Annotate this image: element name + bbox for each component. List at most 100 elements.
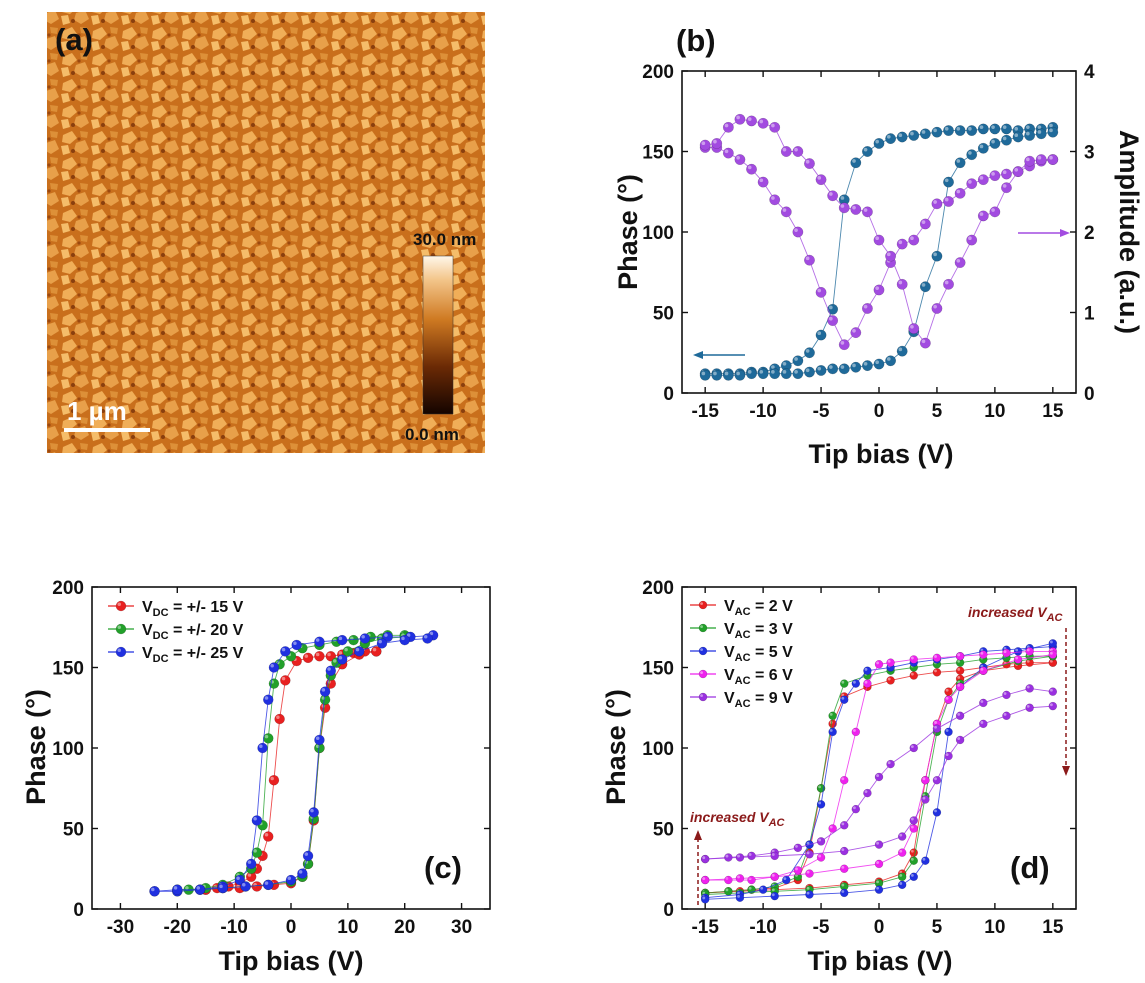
series-2-point-shine [899,882,903,885]
amplitude-point [769,121,781,133]
series-2-point [735,893,745,902]
series-2-point [263,879,274,891]
series-2-point-shine [281,647,286,652]
series-3-point [1002,648,1011,658]
legend-marker-4 [698,692,708,702]
legend-label-0: VDC = +/- 15 V [142,599,244,619]
series-3-point-shine [980,651,984,655]
series-2-point [782,875,791,885]
y-tick-label: 50 [653,820,674,841]
series-2-point [245,858,257,870]
series-2-point-shine [196,886,201,890]
phase-point-shine [736,371,740,376]
phase-point-shine [968,151,972,155]
phase-point-shine [724,371,729,376]
series-2-point [422,633,433,644]
y2-tick-label: 1 [1084,304,1095,325]
amplitude-point-shine [944,197,949,202]
series-2-point [758,885,768,894]
phase-point-shine [991,139,995,144]
x-tick-label: -10 [220,917,247,938]
series-0-point [909,848,918,857]
phase-point-shine [921,283,926,287]
series-1-point-shine [876,880,879,884]
legend-marker-3-shine [700,671,703,674]
legend-marker-4-shine [700,694,703,697]
series-4-point-shine [771,853,775,856]
phase-point-shine [933,128,937,133]
series-4-point-shine [795,845,798,848]
amplitude-point-shine [759,178,764,183]
series-4-point-shine [841,822,845,826]
series-2-point-shine [361,635,365,639]
amplitude-point [1024,155,1036,167]
series-4-point [932,776,942,785]
series-3-point [816,853,826,862]
x-tick-label: -30 [107,917,134,938]
amplitude-point [1012,166,1024,178]
series-2-point-shine [429,631,434,636]
phase-point-shine [771,370,775,374]
series-3-point [724,875,733,885]
series-2-point [770,891,779,901]
series-2-point-shine [304,852,309,856]
series-4-point-shine [957,737,961,740]
series-3-point [793,866,803,875]
y-tick-label: 0 [663,900,674,921]
series-2-point-shine [401,636,405,641]
amplitude-point-shine [968,180,972,184]
phase-point [827,303,839,315]
phase-point [954,125,966,136]
amplitude-point [1001,182,1012,194]
series-2-point-shine [806,841,810,845]
phase-point-shine [782,361,787,366]
legend-label-4: VAC = 9 V [724,690,793,710]
y2-tick-label: 3 [1084,143,1095,164]
phase-point-shine [1014,126,1019,131]
series-2-point [280,646,291,657]
series-3-point [805,869,814,878]
amplitude-point [757,117,769,129]
series-3-point-shine [853,729,856,732]
phase-point-shine [991,125,995,129]
amplitude-point-shine [886,252,891,257]
series-0-loop-0 [205,650,377,891]
phase-point-shine [1049,128,1053,133]
series-2-point [263,694,274,705]
y2-tick-label: 2 [1084,223,1095,244]
series-2-point [840,888,849,898]
series-3-point-shine [876,661,879,665]
amplitude-point [827,190,839,202]
series-2-point [234,874,246,886]
series-4-point [944,751,953,761]
series-2-point-shine [910,874,914,877]
phase-point-shine [910,131,914,136]
series-0-point [314,651,325,662]
amplitude-point-shine [910,236,914,241]
series-2-point [816,800,826,809]
amplitude-point [919,218,931,230]
series-4-point-shine [957,713,961,716]
series-4-point [897,832,907,841]
panel-c-xlabel: Tip bias (V) [218,946,363,976]
series-3-point-shine [922,777,926,781]
series-4-point-shine [725,854,729,858]
series-1-loop-0 [177,634,405,891]
amplitude-point-shine [794,228,798,232]
series-2-point-shine [310,808,314,813]
series-2-point [354,646,365,657]
series-4-point [700,854,710,864]
amplitude-point-shine [782,147,787,152]
phase-point-shine [701,371,706,376]
series-4-point [955,735,965,745]
series-0-point [274,713,285,725]
amplitude-point [1035,154,1047,165]
phase-point [827,363,839,375]
phase-point [908,129,920,141]
amplitude-point-shine [956,258,961,263]
series-3-point-shine [1015,656,1019,660]
amplitude-point-shine [875,286,879,290]
series-2-point-shine [922,857,926,861]
